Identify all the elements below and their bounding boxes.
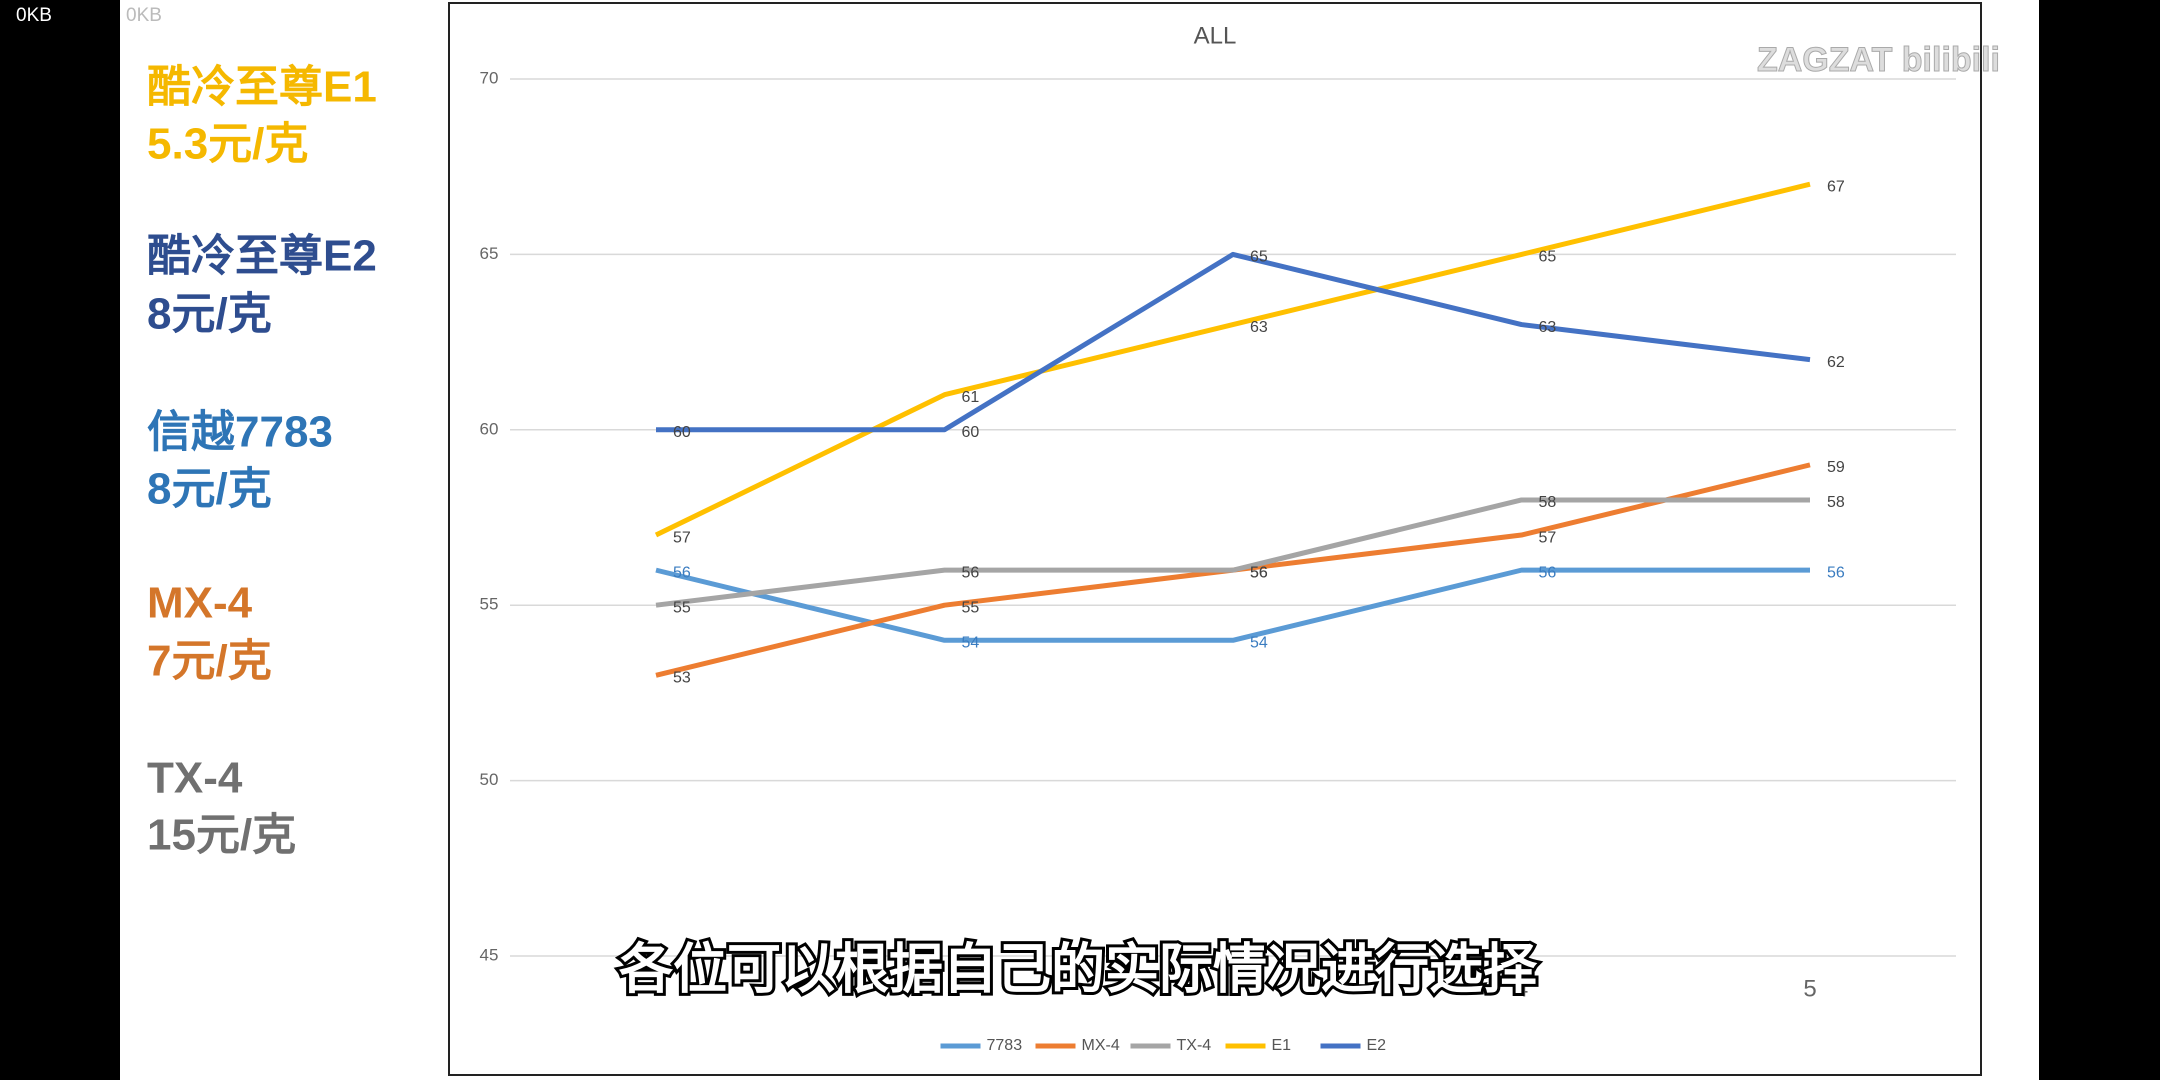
data-label: 58 [1539,494,1557,511]
data-label: 55 [673,599,691,616]
y-tick-label: 60 [480,419,499,438]
data-label: 53 [673,670,691,687]
series-line [656,251,1811,433]
y-tick-label: 45 [480,945,499,964]
price-value: 8元/克 [147,290,272,339]
data-label: 60 [962,424,980,441]
data-label: 56 [673,564,691,581]
watermark: ZAGZAT bilibili [1757,41,2000,79]
data-label: 59 [1827,459,1845,476]
data-label: 58 [1827,494,1845,511]
y-tick-label: 65 [480,244,499,263]
data-label: 62 [1827,354,1845,371]
data-label: 56 [1539,564,1557,581]
series-line [655,497,1810,608]
data-label: 60 [673,424,691,441]
data-label: 63 [1250,319,1268,336]
data-label: 56 [962,564,980,581]
y-tick-label: 50 [480,770,499,789]
data-label: 54 [1250,634,1268,651]
series-line [654,181,1811,538]
data-label: 65 [1539,249,1557,266]
legend-label: TX-4 [1177,1037,1212,1054]
x-tick-label: 5 [1803,975,1816,1002]
data-label: 56 [1827,564,1845,581]
price-value: 5.3元/克 [147,120,308,169]
data-label: 65 [1250,249,1268,266]
data-label: 56 [1250,564,1268,581]
data-label: 55 [962,599,980,616]
legend-label: E1 [1272,1037,1292,1054]
price-name: TX-4 [147,754,243,803]
legend-label: 7783 [987,1037,1023,1054]
status-text: 0KB [126,5,162,26]
data-label: 54 [962,634,980,651]
status-text: 0KB [16,5,52,26]
subtitle: 各位可以根据自己的实际情况进行选择 [619,939,1538,999]
y-tick-label: 70 [480,68,499,87]
y-tick-label: 55 [480,595,499,614]
data-label: 63 [1539,319,1557,336]
legend-label: MX-4 [1082,1037,1120,1054]
data-label: 56 [1250,564,1268,581]
x-tick-label: 4 [1515,975,1528,1002]
price-name: MX-4 [147,579,253,628]
chart-title: ALL [1194,22,1237,49]
price-name: 酷冷至尊E1 [147,63,377,112]
price-value: 7元/克 [147,637,272,686]
chart-frame [448,2,1982,1076]
data-label: 61 [962,389,980,406]
series-line [655,567,1810,643]
data-label: 57 [673,529,691,546]
price-value: 8元/克 [147,465,272,514]
data-label: 67 [1827,178,1845,195]
legend-label: E2 [1367,1037,1387,1054]
data-label: 57 [1539,529,1557,546]
price-name: 酷冷至尊E2 [147,232,377,281]
price-name: 信越7783 [147,408,333,457]
price-value: 15元/克 [147,811,296,860]
